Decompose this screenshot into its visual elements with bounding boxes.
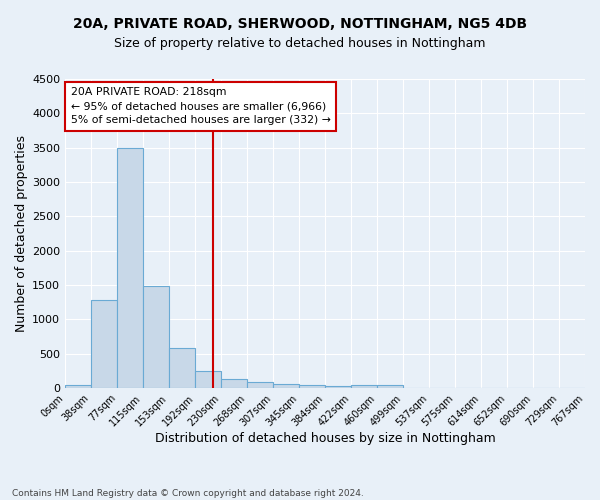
Bar xyxy=(377,385,403,388)
Text: 20A PRIVATE ROAD: 218sqm
← 95% of detached houses are smaller (6,966)
5% of semi: 20A PRIVATE ROAD: 218sqm ← 95% of detach… xyxy=(71,87,331,125)
Bar xyxy=(325,386,351,388)
Bar xyxy=(299,385,325,388)
Bar xyxy=(195,371,221,388)
Text: Size of property relative to detached houses in Nottingham: Size of property relative to detached ho… xyxy=(114,38,486,51)
Bar xyxy=(273,384,299,388)
Y-axis label: Number of detached properties: Number of detached properties xyxy=(15,135,28,332)
Bar xyxy=(91,300,116,388)
X-axis label: Distribution of detached houses by size in Nottingham: Distribution of detached houses by size … xyxy=(155,432,496,445)
Bar xyxy=(221,379,247,388)
Bar xyxy=(143,286,169,388)
Text: 20A, PRIVATE ROAD, SHERWOOD, NOTTINGHAM, NG5 4DB: 20A, PRIVATE ROAD, SHERWOOD, NOTTINGHAM,… xyxy=(73,18,527,32)
Bar xyxy=(65,384,91,388)
Bar xyxy=(118,148,143,388)
Text: Contains HM Land Registry data © Crown copyright and database right 2024.: Contains HM Land Registry data © Crown c… xyxy=(12,488,364,498)
Bar xyxy=(247,382,272,388)
Bar xyxy=(169,348,194,388)
Bar xyxy=(351,384,377,388)
